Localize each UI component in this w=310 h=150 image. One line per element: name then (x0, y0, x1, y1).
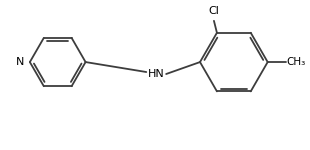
Text: HN: HN (148, 69, 165, 79)
Text: CH₃: CH₃ (286, 57, 306, 67)
Text: Cl: Cl (209, 6, 219, 16)
Text: N: N (16, 57, 24, 67)
